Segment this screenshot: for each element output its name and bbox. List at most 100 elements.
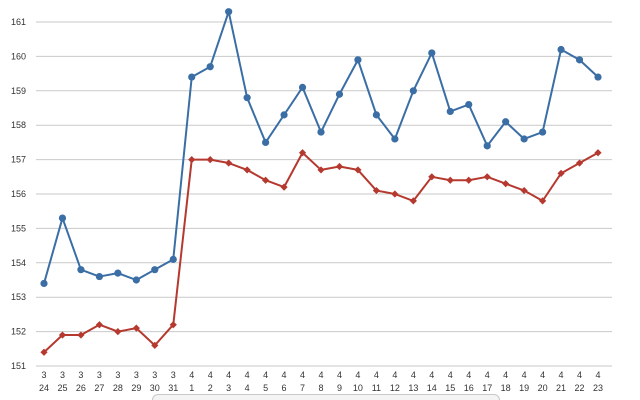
grid-lines (36, 21, 612, 367)
series-1-point[interactable] (502, 118, 510, 126)
series-1-point[interactable] (409, 87, 417, 95)
series-1-point[interactable] (354, 56, 362, 64)
x-tick-day-label: 10 (353, 383, 363, 393)
series-2-point[interactable] (317, 166, 325, 174)
x-tick-day-label: 31 (168, 383, 178, 393)
x-tick-month-label: 4 (300, 370, 305, 380)
x-tick-month-label: 3 (60, 370, 65, 380)
series-1-point[interactable] (557, 45, 565, 54)
series-2-point[interactable] (539, 197, 547, 205)
series-group (40, 8, 602, 356)
x-tick-month-label: 4 (485, 370, 490, 380)
x-tick-day-label: 29 (131, 383, 141, 393)
series-1-point[interactable] (372, 111, 380, 119)
y-tick-label: 152 (11, 327, 26, 337)
series-2-point[interactable] (557, 169, 565, 177)
series-2-point[interactable] (502, 180, 510, 188)
x-tick-month-label: 4 (318, 370, 323, 380)
series-1-point[interactable] (317, 128, 325, 136)
series-1-point[interactable] (225, 8, 233, 16)
series-1-point[interactable] (95, 272, 103, 281)
series-2-line (43, 151, 599, 353)
series-1-point[interactable] (335, 90, 344, 98)
x-tick-month-label: 4 (411, 370, 416, 380)
series-1-point[interactable] (114, 269, 122, 277)
series-1-point[interactable] (132, 276, 140, 284)
x-tick-day-label: 23 (593, 383, 603, 393)
series-2-point[interactable] (372, 186, 380, 195)
x-tick-day-label: 14 (427, 383, 437, 393)
series-2-point[interactable] (575, 159, 584, 167)
x-tick-day-label: 7 (300, 383, 305, 393)
y-tick-label: 154 (11, 258, 26, 268)
series-2-point[interactable] (243, 166, 251, 174)
series-1-point[interactable] (169, 255, 177, 263)
y-tick-label: 160 (11, 51, 26, 61)
series-1-point[interactable] (391, 135, 399, 143)
series-1-point[interactable] (483, 142, 491, 150)
series-2-point[interactable] (594, 149, 602, 157)
x-tick-day-label: 16 (464, 383, 474, 393)
x-tick-month-label: 4 (355, 370, 360, 380)
series-1-point[interactable] (77, 266, 85, 274)
series-1-point[interactable] (280, 111, 288, 119)
x-tick-day-label: 18 (501, 383, 511, 393)
x-tick-month-label: 4 (466, 370, 471, 380)
series-2 (40, 149, 602, 356)
series-2-point[interactable] (225, 159, 233, 167)
series-2-point[interactable] (40, 348, 48, 356)
x-tick-month-label: 4 (282, 370, 287, 380)
x-tick-month-label: 4 (448, 370, 453, 380)
series-2-point[interactable] (465, 176, 473, 184)
x-tick-month-label: 4 (189, 370, 194, 380)
series-1-point[interactable] (594, 73, 602, 81)
series-2-point[interactable] (280, 183, 288, 191)
series-1-point[interactable] (206, 63, 214, 71)
horizontal-scrollbar[interactable] (152, 394, 500, 400)
series-2-point[interactable] (58, 331, 67, 339)
series-2-point[interactable] (428, 173, 436, 181)
series-2-point[interactable] (391, 190, 399, 198)
x-tick-day-label: 5 (263, 383, 268, 393)
series-1-point[interactable] (575, 56, 584, 64)
series-2-point[interactable] (132, 324, 140, 332)
series-2-point[interactable] (169, 321, 177, 329)
series-2-point[interactable] (446, 176, 454, 184)
x-tick-day-label: 15 (445, 383, 455, 393)
series-1-point[interactable] (539, 128, 547, 136)
series-1-point[interactable] (40, 279, 48, 288)
series-2-point[interactable] (151, 341, 159, 349)
y-tick-label: 159 (11, 86, 26, 96)
series-1-point[interactable] (428, 49, 436, 57)
series-1-point[interactable] (298, 83, 307, 91)
series-1-point[interactable] (465, 100, 473, 109)
series-1-point[interactable] (446, 107, 454, 116)
series-2-point[interactable] (298, 149, 307, 157)
series-2-point[interactable] (114, 328, 122, 336)
series-2-point[interactable] (77, 331, 85, 339)
series-1-point[interactable] (520, 135, 528, 143)
x-tick-day-label: 19 (519, 383, 529, 393)
series-2-point[interactable] (188, 156, 196, 164)
series-1-point[interactable] (262, 138, 270, 146)
series-2-point[interactable] (520, 186, 528, 195)
y-tick-label: 156 (11, 189, 26, 199)
series-1-point[interactable] (188, 73, 196, 81)
series-1-point[interactable] (151, 266, 159, 274)
series-2-point[interactable] (354, 166, 362, 174)
x-tick-month-label: 3 (97, 370, 102, 380)
series-2-point[interactable] (483, 173, 491, 181)
x-tick-day-label: 28 (113, 383, 123, 393)
x-tick-month-label: 3 (152, 370, 157, 380)
series-2-point[interactable] (335, 162, 344, 171)
series-2-point[interactable] (206, 156, 214, 164)
series-1-point[interactable] (243, 94, 251, 102)
series-2-point[interactable] (95, 321, 103, 329)
series-1-point[interactable] (58, 214, 67, 222)
series-2-point[interactable] (409, 197, 417, 205)
y-tick-label: 161 (11, 17, 26, 27)
series-2-point[interactable] (262, 176, 270, 184)
x-tick-day-label: 6 (282, 383, 287, 393)
